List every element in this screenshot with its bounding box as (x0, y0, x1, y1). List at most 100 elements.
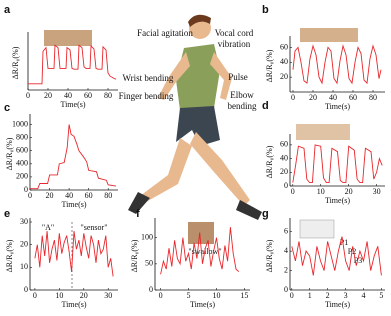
panel-label: f (136, 208, 140, 220)
y-tick-label: 60 (280, 140, 288, 149)
annotation: "A" (42, 223, 54, 232)
panel-label: a (4, 4, 11, 16)
x-tick-label: 15 (240, 291, 248, 300)
y-tick-label: 400 (16, 159, 28, 168)
photo-inset (44, 30, 92, 46)
x-tick-label: 40 (64, 91, 72, 100)
y-tick-label: 6 (284, 227, 288, 236)
y-axis-label: ΔR/R₀(%) (265, 239, 274, 272)
x-tick-label: 80 (369, 93, 377, 102)
x-tick-label: 3 (344, 291, 348, 300)
panel-label: b (262, 4, 269, 16)
y-axis-label: ΔR/R₀(%) (265, 145, 274, 178)
annotation: P1 (340, 238, 348, 247)
data-line (28, 44, 117, 85)
panel-label: c (4, 102, 10, 114)
x-axis-label: Time(s) (60, 100, 85, 109)
data-line (160, 227, 240, 275)
x-tick-label: 40 (65, 191, 73, 200)
x-axis-label: Time(s) (61, 300, 86, 309)
x-tick-label: 60 (85, 191, 93, 200)
y-tick-label: 40 (280, 57, 288, 66)
x-tick-label: 30 (104, 291, 112, 300)
x-tick-label: 20 (345, 187, 353, 196)
y-axis-label: ΔR/R₀(%) (5, 137, 14, 170)
x-axis-label: Time(s) (325, 102, 350, 111)
data-line (34, 231, 114, 277)
x-tick-label: 20 (80, 291, 88, 300)
x-tick-label: 80 (104, 191, 112, 200)
photo-inset (188, 222, 214, 244)
panel-label: e (4, 208, 10, 220)
y-tick-label: 0 (149, 285, 153, 294)
y-tick-label: 1000 (12, 119, 28, 128)
y-tick-label: 4 (284, 246, 288, 255)
y-axis-label: ΔR/R₀(%) (11, 46, 20, 79)
y-tick-label: 800 (16, 132, 28, 141)
body-label: Facial agitation (137, 28, 193, 38)
x-tick-label: 2 (326, 291, 330, 300)
x-tick-label: 0 (159, 291, 163, 300)
y-tick-label: 200 (16, 172, 28, 181)
body-label: Wrist bending (123, 73, 174, 83)
y-tick-label: 600 (16, 146, 28, 155)
y-tick-label: 100 (141, 233, 153, 242)
x-tick-label: 5 (379, 291, 383, 300)
x-tick-label: 4 (361, 291, 365, 300)
x-tick-label: 60 (349, 93, 357, 102)
x-tick-label: 1 (308, 291, 312, 300)
x-tick-label: 10 (317, 187, 325, 196)
x-tick-label: 40 (329, 93, 337, 102)
x-tick-label: 0 (26, 91, 30, 100)
y-tick-label: 20 (20, 239, 28, 248)
data-line (292, 44, 382, 85)
body-label: Elbow (230, 90, 254, 100)
y-axis-label: ΔR/R₀(%) (265, 49, 274, 82)
x-tick-label: 20 (44, 91, 52, 100)
body-label: Finger bending (119, 91, 174, 101)
x-axis-label: Time(s) (61, 200, 86, 209)
y-tick-label: 40 (280, 153, 288, 162)
x-tick-label: 0 (291, 187, 295, 196)
body-label: vibration (218, 39, 251, 49)
x-tick-label: 0 (291, 93, 295, 102)
annotation: "sensor" (81, 223, 108, 232)
x-axis-label: Time(s) (325, 300, 350, 309)
y-tick-label: 0 (24, 285, 28, 294)
x-tick-label: 0 (290, 291, 294, 300)
x-tick-label: 5 (187, 291, 191, 300)
y-axis-label: ΔR/R₀(%) (5, 239, 14, 272)
y-tick-label: 0 (284, 285, 288, 294)
x-tick-label: 10 (55, 291, 63, 300)
data-line (30, 124, 117, 190)
y-tick-label: 50 (145, 259, 153, 268)
photo-inset (299, 219, 335, 239)
body-label: Vocal cord (215, 28, 254, 38)
y-tick-label: 60 (280, 42, 288, 51)
x-tick-label: 0 (28, 191, 32, 200)
x-tick-label: 60 (84, 91, 92, 100)
x-axis-label: Time(s) (190, 300, 215, 309)
data-line (292, 144, 383, 184)
y-tick-label: 10 (20, 262, 28, 271)
x-axis-label: Time(s) (325, 196, 350, 205)
panel-label: g (262, 208, 269, 220)
y-axis-label: ΔR/R₀(%) (130, 239, 139, 272)
x-tick-label: 20 (309, 93, 317, 102)
photo-inset (296, 124, 350, 140)
panel-label: d (262, 100, 269, 112)
y-tick-label: 0 (284, 181, 288, 190)
x-tick-label: 10 (212, 291, 220, 300)
y-tick-label: 20 (280, 167, 288, 176)
x-tick-label: 80 (104, 91, 112, 100)
x-tick-label: 30 (373, 187, 381, 196)
x-tick-label: 20 (46, 191, 54, 200)
body-label: bending (228, 101, 257, 111)
x-tick-label: 0 (33, 291, 37, 300)
runner-illustration (128, 14, 262, 220)
y-tick-label: 20 (280, 72, 288, 81)
data-line (291, 236, 382, 276)
y-tick-label: 2 (284, 265, 288, 274)
body-label: Pulse (228, 72, 248, 82)
